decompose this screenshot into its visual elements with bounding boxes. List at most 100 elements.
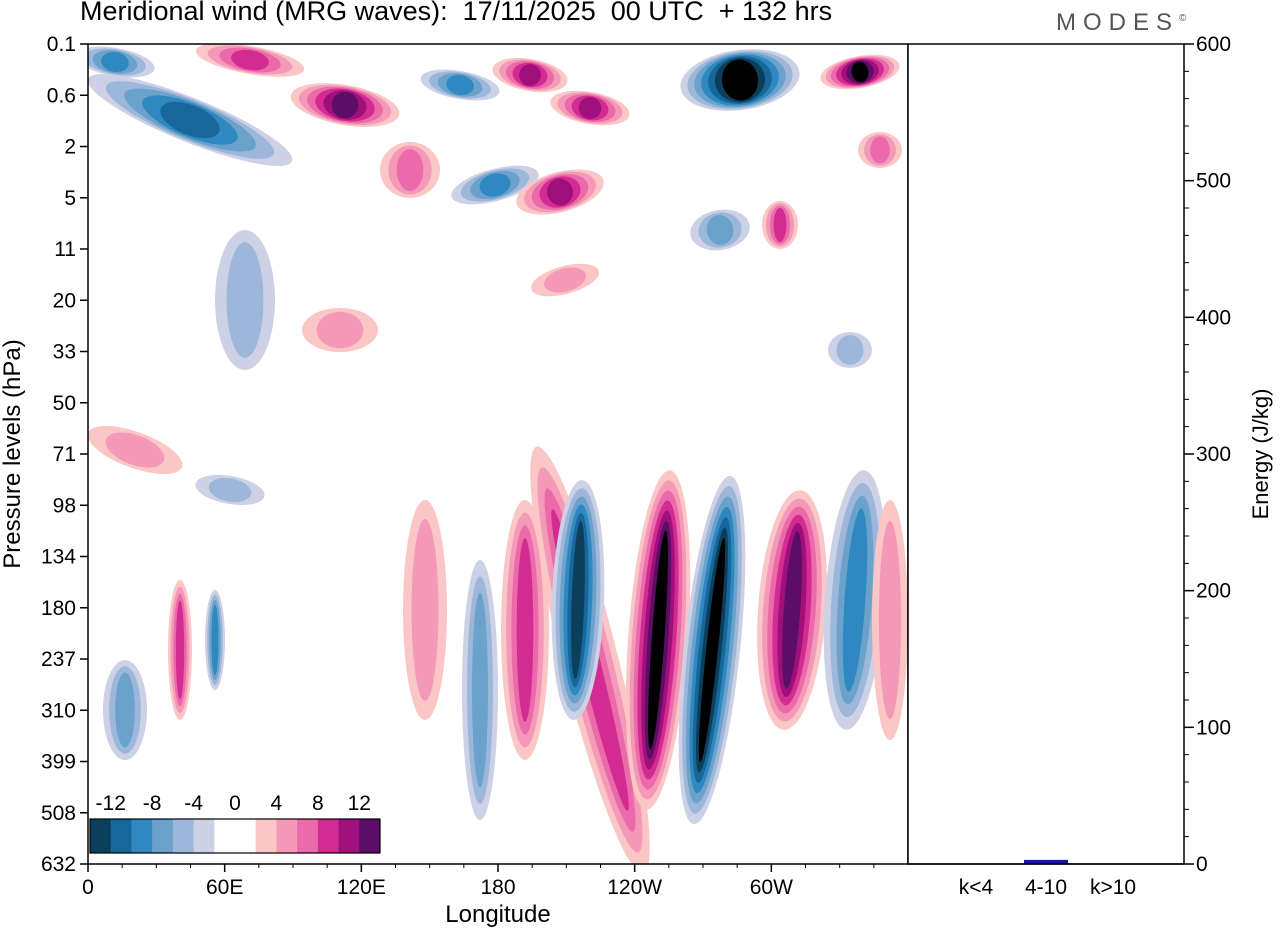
colorbar-label: -12 (96, 792, 126, 815)
contour-feature (544, 267, 586, 293)
energy-tick-label: 0 (1196, 853, 1208, 876)
pressure-tick-label: 71 (53, 443, 76, 466)
contour-feature (175, 600, 185, 700)
brand-logo: MODES© (1056, 9, 1186, 37)
energy-tick-label: 300 (1196, 443, 1231, 466)
colorbar-swatch (255, 819, 277, 853)
energy-category-label: 4-10 (1025, 876, 1067, 899)
pressure-tick-label: 33 (53, 341, 76, 364)
contour-feature (479, 173, 511, 197)
contour-feature (706, 215, 734, 245)
contour-feature (836, 335, 864, 365)
contour-field (88, 44, 908, 864)
energy-category-label: k<4 (959, 876, 994, 899)
x-axis-label: Longitude (445, 901, 550, 928)
colorbar-swatch (110, 819, 132, 853)
contour-feature (870, 136, 890, 164)
contour-feature (208, 477, 252, 503)
colorbar-frame (89, 818, 381, 854)
pressure-axis: 0.1 0.6 2 5 11 20 33 50 71 98 134 180 237 310 399 508 63… (41, 33, 88, 876)
pressure-tick-label: 0.6 (47, 84, 76, 107)
contour-feature (578, 97, 602, 119)
y-axis-label: Pressure levels (hPa) (0, 339, 26, 568)
colorbar-swatch (193, 819, 215, 853)
contour-feature (782, 531, 802, 689)
contour-feature (411, 519, 439, 701)
colorbar-swatch (359, 819, 381, 853)
colorbar-swatch (297, 819, 319, 853)
contour-feature (878, 520, 902, 720)
contour-feature (231, 49, 269, 71)
colorbar-swatch (152, 819, 174, 853)
contour-feature (472, 592, 488, 788)
copyright-mark: © (1179, 13, 1187, 24)
energy-category-label: k>10 (1090, 876, 1136, 899)
colorbar-label: -4 (184, 792, 203, 815)
longitude-tick-label: 60E (206, 876, 243, 899)
longitude-tick-label: 180 (480, 876, 515, 899)
energy-axis-label: Energy (J/kg) (1248, 389, 1273, 520)
contour-feature (396, 149, 424, 191)
colorbar-swatch (317, 819, 340, 853)
colorbar-label: 8 (312, 792, 324, 815)
pressure-tick-label: 310 (41, 699, 76, 722)
contour-feature (211, 604, 219, 676)
energy-tick-label: 400 (1196, 306, 1231, 329)
colorbar-label: 4 (271, 792, 283, 815)
longitude-tick-label: 120E (337, 876, 386, 899)
contour-feature (698, 537, 726, 763)
pressure-tick-label: 632 (41, 853, 76, 876)
pressure-tick-label: 180 (41, 597, 76, 620)
colorbar-swatch (90, 819, 112, 853)
colorbar-label: -8 (143, 792, 162, 815)
longitude-tick-label: 120W (607, 876, 662, 899)
longitude-axis: 0 60E 120E 180 120W 60W (82, 864, 875, 899)
longitude-tick-label: 60W (750, 876, 793, 899)
energy-tick-label: 200 (1196, 580, 1231, 603)
colorbar-swatch (172, 819, 195, 853)
hovmoller-plot-area (88, 44, 908, 864)
contour-feature (115, 672, 135, 748)
contour-feature (101, 51, 129, 73)
colorbar-swatch (338, 819, 360, 853)
pressure-tick-label: 11 (54, 238, 76, 261)
contour-feature (516, 538, 534, 722)
pressure-tick-label: 0.1 (47, 33, 76, 56)
longitude-tick-label: 0 (82, 876, 94, 899)
pressure-tick-label: 20 (53, 289, 76, 312)
contour-feature (105, 432, 165, 468)
pressure-tick-label: 2 (64, 136, 76, 159)
colorbar-swatch (276, 819, 298, 853)
contour-feature (316, 311, 364, 349)
contour-feature (571, 520, 585, 680)
colorbar-swatch (235, 819, 257, 853)
pressure-tick-label: 237 (41, 648, 76, 671)
chart-title: Meridional wind (MRG waves): 17/11/2025 … (80, 0, 833, 26)
contour-feature (842, 508, 868, 692)
pressure-tick-label: 399 (41, 751, 76, 774)
contour-feature (547, 178, 573, 206)
contour-feature (446, 74, 474, 96)
contour-feature (226, 242, 264, 358)
energy-tick-label: 500 (1196, 170, 1231, 193)
pressure-tick-label: 5 (64, 187, 76, 210)
contour-feature (773, 208, 787, 242)
energy-frame (907, 43, 1185, 865)
pressure-tick-label: 50 (53, 392, 76, 415)
colorbar: -12 -8 -4 0 4 8 12 (89, 792, 381, 854)
pressure-tick-label: 134 (41, 546, 76, 569)
contour-feature (160, 101, 220, 139)
energy-bar (1024, 859, 1068, 864)
contour-feature (648, 530, 668, 750)
contour-feature (851, 61, 869, 83)
energy-panel: 0 100 200 300 400 500 600 k<4 4-10 k>10 (907, 33, 1231, 899)
colorbar-label: 12 (348, 792, 371, 815)
colorbar-label: 0 (229, 792, 241, 815)
colorbar-swatch (131, 819, 153, 853)
pressure-tick-label: 508 (41, 802, 76, 825)
energy-tick-label: 100 (1196, 716, 1231, 739)
pressure-tick-label: 98 (53, 494, 76, 517)
energy-tick-label: 600 (1196, 33, 1231, 56)
contour-feature (519, 64, 541, 86)
